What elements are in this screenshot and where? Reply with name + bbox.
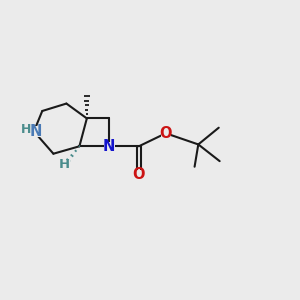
- FancyBboxPatch shape: [59, 160, 70, 169]
- Text: N: N: [30, 124, 42, 139]
- FancyBboxPatch shape: [133, 169, 144, 179]
- Text: N: N: [103, 139, 115, 154]
- FancyBboxPatch shape: [27, 126, 41, 136]
- Text: H: H: [59, 158, 70, 171]
- Text: O: O: [160, 126, 172, 141]
- FancyBboxPatch shape: [161, 129, 171, 138]
- FancyBboxPatch shape: [103, 142, 115, 151]
- Text: H: H: [21, 123, 31, 136]
- Text: O: O: [133, 167, 145, 182]
